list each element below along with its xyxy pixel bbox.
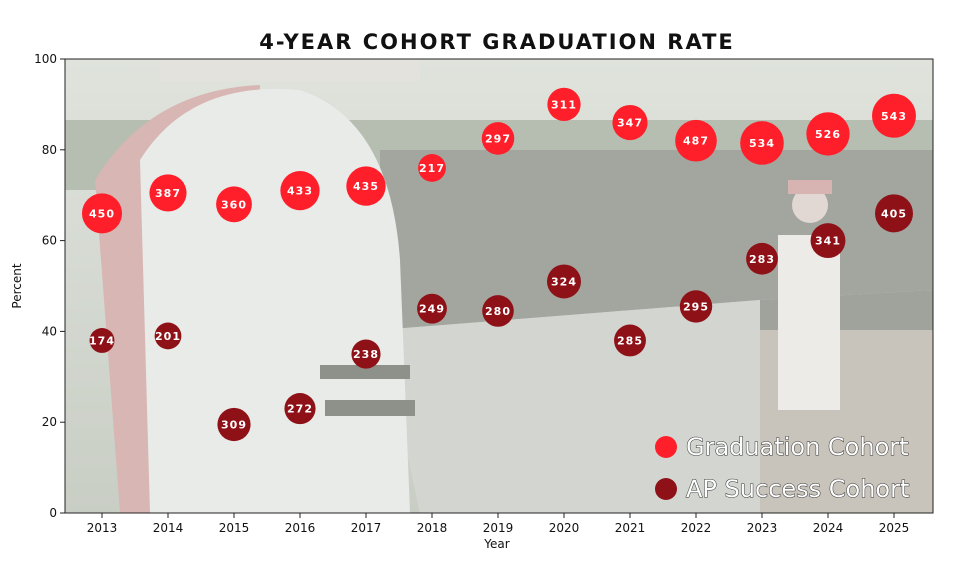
graduation-cohort-bubble — [280, 171, 320, 211]
x-tick-label: 2015 — [219, 521, 250, 535]
y-tick-label: 0 — [49, 506, 57, 520]
legend-label-ap-success: AP Success Cohort — [686, 475, 909, 503]
x-tick-label: 2021 — [615, 521, 646, 535]
graduation-cohort-bubble — [81, 193, 123, 234]
ap-success-cohort-bubble — [679, 290, 713, 323]
graduation-cohort-count-label: 433 — [287, 185, 313, 198]
ap-success-cohort-count-label: 285 — [617, 334, 643, 347]
x-tick-label: 2020 — [549, 521, 580, 535]
ap-success-cohort-bubble — [482, 295, 514, 327]
ap-success-cohort-count-label: 174 — [89, 334, 115, 347]
x-tick-label: 2016 — [285, 521, 316, 535]
ap-success-cohort-bubble — [89, 328, 115, 353]
graduation-cohort-count-label: 435 — [353, 180, 379, 193]
y-tick-label: 60 — [42, 234, 57, 248]
ap-success-cohort-bubble — [217, 407, 251, 442]
ap-success-cohort-bubble — [875, 194, 913, 233]
ap-success-cohort-bubble — [284, 393, 316, 425]
x-tick-label: 2013 — [87, 521, 118, 535]
graduation-cohort-count-label: 387 — [155, 187, 181, 200]
graduation-cohort-bubble — [481, 122, 515, 155]
ap-success-cohort-count-label: 405 — [881, 207, 907, 220]
ap-success-cohort-count-label: 283 — [749, 253, 775, 266]
x-tick-label: 2024 — [813, 521, 844, 535]
graduation-cohort-count-label: 487 — [683, 135, 709, 148]
ap-success-cohort-count-label: 295 — [683, 300, 709, 313]
graduation-cohort-bubble — [806, 112, 850, 156]
x-tick-label: 2025 — [879, 521, 910, 535]
chart-title: 4-YEAR COHORT GRADUATION RATE — [259, 30, 735, 54]
ap-success-cohort-bubble — [614, 324, 646, 357]
legend-label-graduation: Graduation Cohort — [686, 433, 909, 461]
data-bubbles: 450 387 360 433 435 217 297 311 347 487 534 526 543 1… — [81, 87, 916, 442]
graduation-cohort-count-label: 311 — [551, 98, 577, 111]
ap-success-cohort-count-label: 324 — [551, 275, 577, 288]
ap-success-cohort-bubble — [746, 242, 778, 275]
ap-success-cohort-count-label: 272 — [287, 403, 313, 416]
ap-success-cohort-bubble — [547, 264, 581, 299]
legend-marker-graduation — [655, 436, 677, 458]
graduation-cohort-count-label: 297 — [485, 132, 511, 145]
graduation-cohort-count-label: 360 — [221, 198, 247, 211]
legend: Graduation Cohort AP Success Cohort — [655, 433, 910, 504]
graduation-cohort-bubble — [547, 87, 581, 122]
ap-success-cohort-count-label: 341 — [815, 235, 841, 248]
graduation-cohort-bubble — [740, 121, 784, 165]
y-tick-label: 80 — [42, 143, 57, 157]
x-tick-label: 2023 — [747, 521, 778, 535]
x-tick-label: 2014 — [153, 521, 184, 535]
y-tick-label: 100 — [34, 52, 57, 66]
ap-success-cohort-count-label: 201 — [155, 330, 181, 343]
ap-success-cohort-count-label: 280 — [485, 305, 511, 318]
x-tick-label: 2017 — [351, 521, 382, 535]
graduation-cohort-bubble — [346, 166, 386, 206]
ap-success-cohort-count-label: 238 — [353, 348, 379, 361]
ap-success-cohort-count-label: 249 — [419, 303, 445, 316]
graduation-cohort-count-label: 347 — [617, 117, 643, 130]
y-tick-label: 20 — [42, 415, 57, 429]
graduation-cohort-count-label: 534 — [749, 137, 775, 150]
graduation-cohort-bubble — [612, 104, 648, 141]
graduation-cohort-bubble — [216, 186, 252, 223]
ap-success-cohort-bubble — [154, 322, 182, 350]
graduation-cohort-count-label: 543 — [881, 110, 907, 123]
ap-success-cohort-bubble — [810, 223, 846, 259]
graduation-cohort-bubble — [872, 93, 916, 138]
axis-ticks: 0 20 40 60 80 100 2013 2014 2015 2016 2017 2018 2019… — [34, 52, 909, 535]
y-tick-label: 40 — [42, 324, 57, 338]
graduation-cohort-count-label: 217 — [419, 162, 445, 175]
graduation-cohort-bubble — [418, 154, 446, 182]
ap-success-cohort-bubble — [417, 293, 447, 324]
graduation-cohort-count-label: 526 — [815, 128, 841, 141]
graduation-cohort-count-label: 450 — [89, 207, 115, 220]
y-axis-title: Percent — [10, 263, 24, 308]
plot-frame — [64, 58, 934, 514]
ap-success-cohort-count-label: 309 — [221, 418, 247, 431]
legend-marker-ap-success — [655, 478, 677, 500]
x-axis-title: Year — [483, 537, 509, 551]
graduation-cohort-bubble — [149, 174, 187, 212]
x-tick-label: 2018 — [417, 521, 448, 535]
x-tick-label: 2019 — [483, 521, 514, 535]
graduation-cohort-bubble — [675, 119, 717, 162]
ap-success-cohort-bubble — [351, 339, 381, 369]
x-tick-label: 2022 — [681, 521, 712, 535]
